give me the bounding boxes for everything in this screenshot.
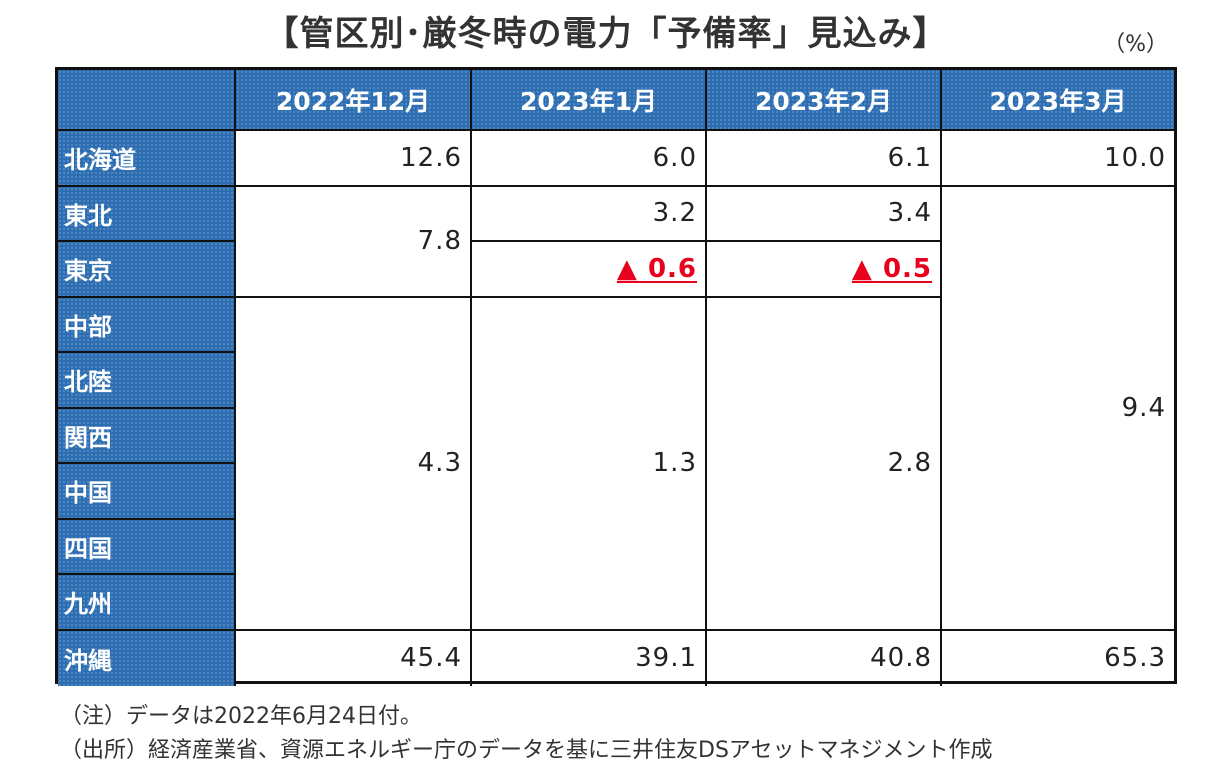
value-tohoku-feb: 3.4 <box>707 186 942 242</box>
value-hokkaido-dec: 12.6 <box>236 131 472 187</box>
value-tokyo-feb: ▲ 0.5 <box>851 253 932 284</box>
value-okinawa-mar: 65.3 <box>1104 643 1166 674</box>
value-chubu-to-kyushu-dec: 4.3 <box>236 297 472 631</box>
value-chubu-to-kyushu-feb: 2.8 <box>707 297 942 631</box>
column-header-mar-2023: 2023年3月 <box>942 70 1174 131</box>
value-hokkaido-jan: 6.0 <box>472 131 707 187</box>
value-tokyo-feb-cell: ▲ 0.5 <box>707 242 942 298</box>
value-chubu-to-kyushu-jan: 1.3 <box>472 297 707 631</box>
value-tokyo-jan-cell: ▲ 0.6 <box>472 242 707 298</box>
row-header-tohoku: 東北 <box>58 186 236 242</box>
row-header-kyushu: 九州 <box>58 575 236 631</box>
value-tohoku-tokyo-dec: 7.8 <box>236 186 472 298</box>
value-tokyo-jan: ▲ 0.6 <box>616 253 697 284</box>
row-header-tokyo: 東京 <box>58 242 236 298</box>
corner-header-cell <box>58 70 236 131</box>
row-header-kansai: 関西 <box>58 408 236 464</box>
row-header-okinawa: 沖縄 <box>58 630 236 686</box>
value-okinawa-feb: 40.8 <box>707 630 942 686</box>
reserve-margin-table: 2022年12月 2023年1月 2023年2月 2023年3月 北海道 東北 … <box>55 67 1177 686</box>
value-hokkaido-mar: 10.0 <box>942 131 1174 187</box>
row-header-hokkaido: 北海道 <box>58 131 236 187</box>
row-header-chubu: 中部 <box>58 297 236 353</box>
column-header-jan-2023: 2023年1月 <box>472 70 707 131</box>
note-date: （注）データは2022年6月24日付。 <box>60 704 422 729</box>
row-header-hokuriku: 北陸 <box>58 353 236 409</box>
value-okinawa-jan: 39.1 <box>472 630 707 686</box>
row-header-chugoku: 中国 <box>58 464 236 520</box>
value-okinawa-dec: 45.4 <box>236 630 472 686</box>
unit-label: （%） <box>1103 32 1168 57</box>
row-header-shikoku: 四国 <box>58 519 236 575</box>
page-title: 【管区別･厳冬時の電力「予備率」見込み】 <box>264 14 948 54</box>
value-tohoku-jan: 3.2 <box>472 186 707 242</box>
column-header-dec-2022: 2022年12月 <box>236 70 472 131</box>
value-hokkaido-feb: 6.1 <box>707 131 942 187</box>
column-header-feb-2023: 2023年2月 <box>707 70 942 131</box>
value-tohoku-to-kyushu-mar: 9.4 <box>942 187 1174 631</box>
footnotes: （注）データは2022年6月24日付。 （出所）経済産業省、資源エネルギー庁のデ… <box>60 700 992 768</box>
note-source: （出所）経済産業省、資源エネルギー庁のデータを基に三井住友DSアセットマネジメン… <box>60 738 993 763</box>
